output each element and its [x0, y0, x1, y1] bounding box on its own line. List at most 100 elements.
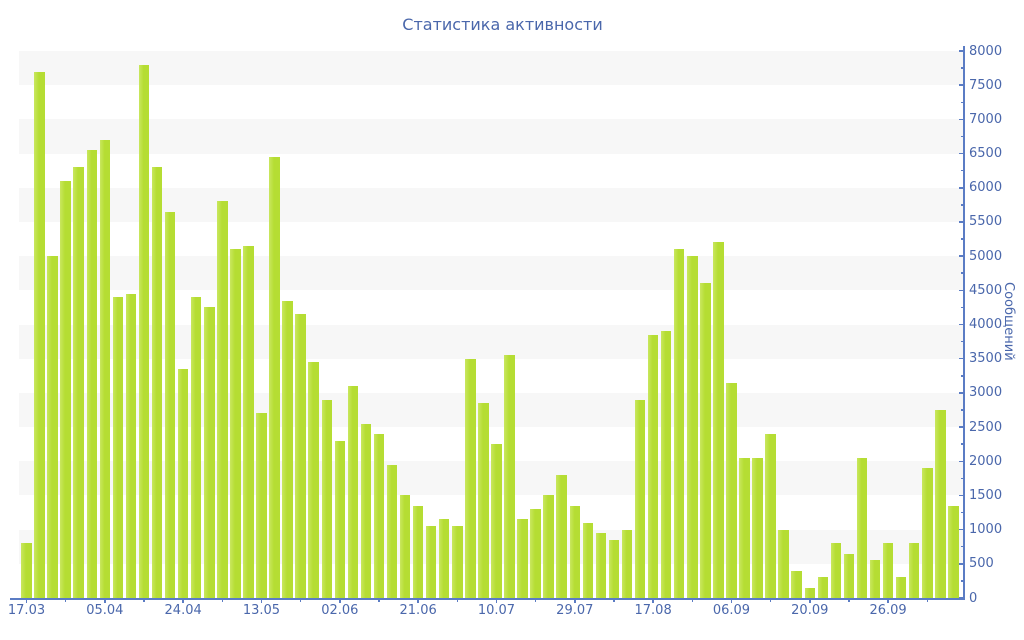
x-minor-tick [456, 599, 459, 602]
bar[interactable] [321, 399, 332, 598]
background-band [18, 153, 964, 188]
y-minor-tick [960, 306, 964, 309]
bar[interactable] [386, 464, 398, 598]
bar[interactable] [582, 522, 594, 598]
bar[interactable] [177, 368, 189, 598]
bar[interactable] [334, 440, 346, 598]
bar[interactable] [217, 201, 228, 598]
bar[interactable] [151, 167, 163, 598]
bar[interactable] [60, 180, 71, 598]
background-band [18, 495, 964, 530]
bar[interactable] [647, 334, 659, 598]
y-major-tick [958, 528, 964, 531]
bar[interactable] [895, 577, 907, 598]
bar[interactable] [347, 386, 359, 598]
bar[interactable] [112, 297, 124, 598]
x-minor-tick [143, 599, 145, 602]
bar[interactable] [856, 457, 868, 598]
background-band [18, 51, 964, 86]
background-band [18, 221, 964, 257]
bar[interactable] [452, 526, 463, 598]
y-minor-tick [960, 272, 964, 274]
bar[interactable] [713, 242, 724, 598]
bar[interactable] [517, 519, 528, 598]
bar[interactable] [138, 64, 150, 598]
y-minor-tick [960, 477, 964, 480]
bar[interactable] [948, 505, 959, 598]
bar[interactable] [73, 167, 84, 598]
bar[interactable] [230, 249, 241, 598]
background-band [18, 529, 964, 564]
y-major-tick [958, 84, 964, 86]
bar[interactable] [922, 468, 933, 598]
x-minor-tick [221, 599, 224, 602]
background-band [18, 324, 964, 359]
bar[interactable] [491, 444, 502, 598]
y-major-tick [958, 50, 964, 52]
bar[interactable] [608, 539, 620, 598]
bar[interactable] [882, 543, 894, 598]
bar[interactable] [569, 505, 581, 598]
bar[interactable] [700, 283, 711, 598]
x-tick-label: 02.06 [321, 603, 359, 618]
bar[interactable] [869, 560, 881, 598]
bar[interactable] [256, 413, 267, 598]
bar[interactable] [308, 362, 319, 598]
bar[interactable] [687, 256, 698, 598]
bar[interactable] [817, 577, 829, 598]
x-major-tick [260, 599, 263, 603]
bar[interactable] [295, 314, 306, 598]
bar[interactable] [465, 358, 476, 598]
x-major-tick [339, 599, 341, 603]
bar[interactable] [791, 570, 802, 598]
bar[interactable] [556, 474, 567, 598]
bar[interactable] [634, 399, 646, 598]
bar[interactable] [726, 382, 737, 598]
bar[interactable] [438, 519, 450, 598]
x-major-tick [652, 599, 654, 603]
bar[interactable] [243, 245, 254, 598]
x-tick-label: 20.09 [791, 603, 829, 618]
y-minor-tick [960, 67, 964, 69]
bar[interactable] [360, 423, 372, 598]
bar[interactable] [739, 457, 750, 598]
bar[interactable] [34, 71, 45, 598]
bar[interactable] [843, 553, 855, 598]
y-tick-label: 0 [969, 590, 978, 606]
bar[interactable] [425, 526, 437, 598]
bar[interactable] [478, 403, 489, 598]
bar[interactable] [830, 543, 842, 598]
bar[interactable] [125, 293, 137, 598]
y-major-tick [958, 118, 964, 121]
bar[interactable] [86, 150, 98, 598]
y-minor-tick [960, 443, 964, 445]
bar[interactable] [373, 433, 385, 598]
bar[interactable] [543, 495, 554, 598]
bar[interactable] [282, 300, 293, 598]
bar[interactable] [190, 297, 202, 598]
bar[interactable] [908, 543, 920, 598]
background-band [18, 461, 964, 496]
bar[interactable] [621, 529, 633, 598]
bar[interactable] [164, 211, 176, 598]
y-tick-label: 500 [969, 556, 994, 572]
bar[interactable] [595, 533, 607, 598]
bar[interactable] [504, 355, 515, 598]
bar[interactable] [399, 495, 411, 598]
bar[interactable] [935, 409, 946, 598]
bar[interactable] [99, 139, 111, 598]
bar[interactable] [778, 529, 789, 598]
bar[interactable] [804, 587, 816, 598]
bar[interactable] [21, 543, 32, 598]
bar[interactable] [530, 509, 541, 598]
y-major-tick [958, 255, 964, 257]
bar[interactable] [673, 249, 685, 598]
bar[interactable] [412, 505, 424, 598]
bar[interactable] [204, 307, 215, 598]
bar[interactable] [660, 331, 672, 598]
bar[interactable] [47, 256, 58, 598]
bar[interactable] [269, 156, 280, 598]
bar[interactable] [752, 457, 763, 598]
bar[interactable] [765, 433, 776, 598]
